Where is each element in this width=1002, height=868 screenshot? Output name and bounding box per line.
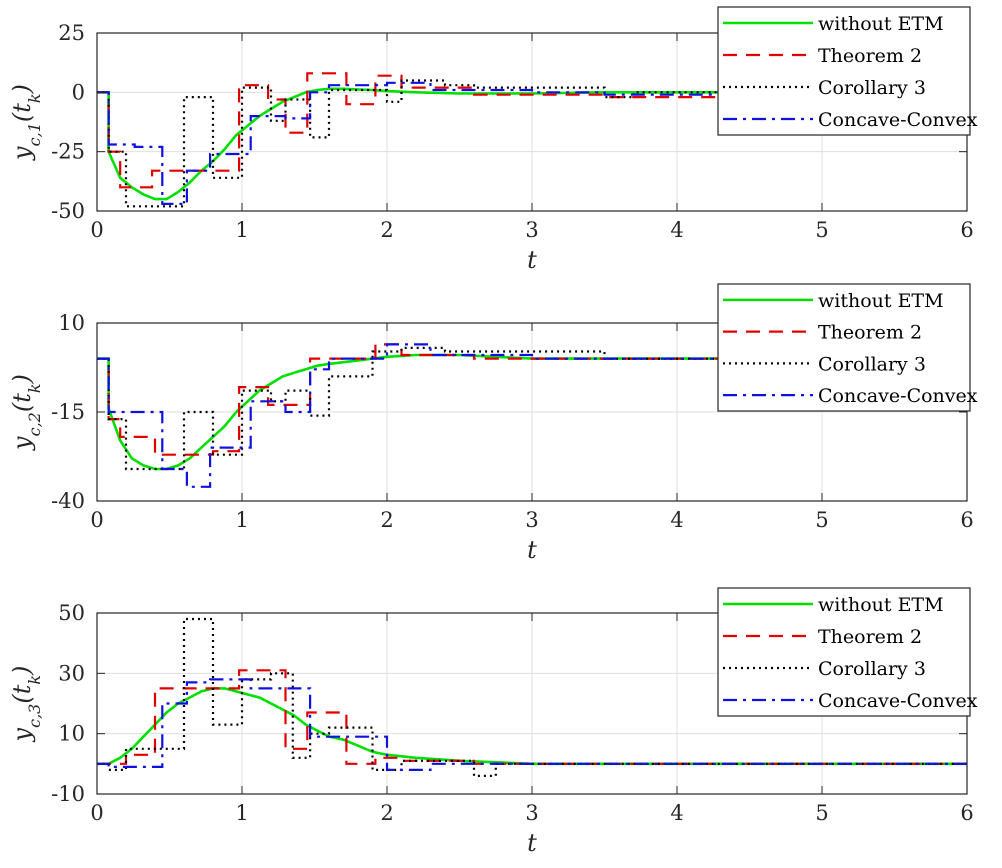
series-line-0-3 <box>97 81 967 205</box>
xtick-label-2-2: 2 <box>380 801 393 825</box>
xtick-label-0-1: 1 <box>235 218 248 242</box>
xtick-label-1-4: 4 <box>670 508 683 532</box>
xtick-label-0-3: 3 <box>525 218 538 242</box>
xlabel-0: t <box>527 246 537 274</box>
xtick-label-1-6: 6 <box>960 508 973 532</box>
series-line-1-3 <box>97 343 967 488</box>
series-line-1-1 <box>97 343 967 456</box>
legend-0: without ETM Theorem 2 Corollary 3 Concave-C… <box>717 6 978 136</box>
xtick-label-1-1: 1 <box>235 508 248 532</box>
legend-label-0-1: Theorem 2 <box>818 45 922 67</box>
xtick-label-2-5: 5 <box>815 801 828 825</box>
legend-label-2-1: Theorem 2 <box>818 626 922 648</box>
xtick-label-1-2: 2 <box>380 508 393 532</box>
series-line-0-2 <box>97 79 967 208</box>
xlabel-2: t <box>527 829 537 857</box>
ylabel-0: yc,1(tk) <box>8 84 44 161</box>
ytick-label-2-0: -10 <box>51 782 85 806</box>
ytick-label-0-2: 0 <box>72 80 85 104</box>
legend-label-2-2: Corollary 3 <box>818 658 926 680</box>
ytick-label-1-2: 10 <box>58 311 85 335</box>
ytick-label-1-1: -15 <box>51 400 85 424</box>
xtick-label-2-3: 3 <box>525 801 538 825</box>
xtick-label-0-5: 5 <box>815 218 828 242</box>
series-line-2-3 <box>97 678 967 772</box>
xtick-label-0-2: 2 <box>380 218 393 242</box>
ytick-label-1-0: -40 <box>51 489 85 513</box>
subplot-1: 0 1 2 3 4 5 6 -50 -25 0 25 t yc,1(tk) without ETM Theo… <box>8 6 978 274</box>
legend-label-1-3: Concave-Convex <box>818 385 978 407</box>
legend-label-0-3: Concave-Convex <box>818 109 978 131</box>
ytick-label-2-1: 10 <box>58 722 85 746</box>
legend-label-1-2: Corollary 3 <box>818 353 926 375</box>
ytick-label-2-3: 50 <box>58 601 85 625</box>
xtick-label-1-3: 3 <box>525 508 538 532</box>
subplot-3: 0 1 2 3 4 5 6 -10 10 30 50 t yc,3(tk) without ETM Theo… <box>8 587 978 857</box>
xlabel-1: t <box>527 536 537 564</box>
xtick-label-1-0: 0 <box>90 508 103 532</box>
xtick-label-0-6: 6 <box>960 218 973 242</box>
xtick-label-2-0: 0 <box>90 801 103 825</box>
legend-1: without ETM Theorem 2 Corollary 3 Concave-C… <box>717 283 978 412</box>
legend-label-1-0: without ETM <box>818 290 944 312</box>
series-line-0-0 <box>97 87 967 201</box>
legend-box-0 <box>717 6 971 136</box>
ylabel-1: yc,2(tk) <box>8 374 44 451</box>
legend-box-2 <box>717 587 971 717</box>
legend-label-0-0: without ETM <box>818 13 944 35</box>
ytick-label-0-0: -50 <box>51 199 85 223</box>
subplot-2: 0 1 2 3 4 5 6 -40 -15 10 t yc,2(tk) without ETM Theor… <box>8 283 978 564</box>
legend-label-2-3: Concave-Convex <box>818 690 978 712</box>
ytick-label-0-3: 25 <box>58 21 85 45</box>
legend-box-1 <box>717 283 971 412</box>
ylabel-2: yc,3(tk) <box>8 666 44 743</box>
ytick-label-0-1: -25 <box>51 140 85 164</box>
xtick-label-0-0: 0 <box>90 218 103 242</box>
legend-label-1-1: Theorem 2 <box>818 322 922 344</box>
ytick-label-2-2: 30 <box>58 661 85 685</box>
series-line-1-2 <box>97 346 967 471</box>
xtick-label-2-4: 4 <box>670 801 683 825</box>
series-line-0-1 <box>97 72 967 189</box>
legend-2: without ETM Theorem 2 Corollary 3 Concave-C… <box>717 587 978 717</box>
xtick-label-2-6: 6 <box>960 801 973 825</box>
legend-label-0-2: Corollary 3 <box>818 77 926 99</box>
series-line-2-0 <box>97 687 967 766</box>
xtick-label-1-5: 5 <box>815 508 828 532</box>
xtick-label-2-1: 1 <box>235 801 248 825</box>
legend-label-2-0: without ETM <box>818 594 944 616</box>
xtick-label-0-4: 4 <box>670 218 683 242</box>
